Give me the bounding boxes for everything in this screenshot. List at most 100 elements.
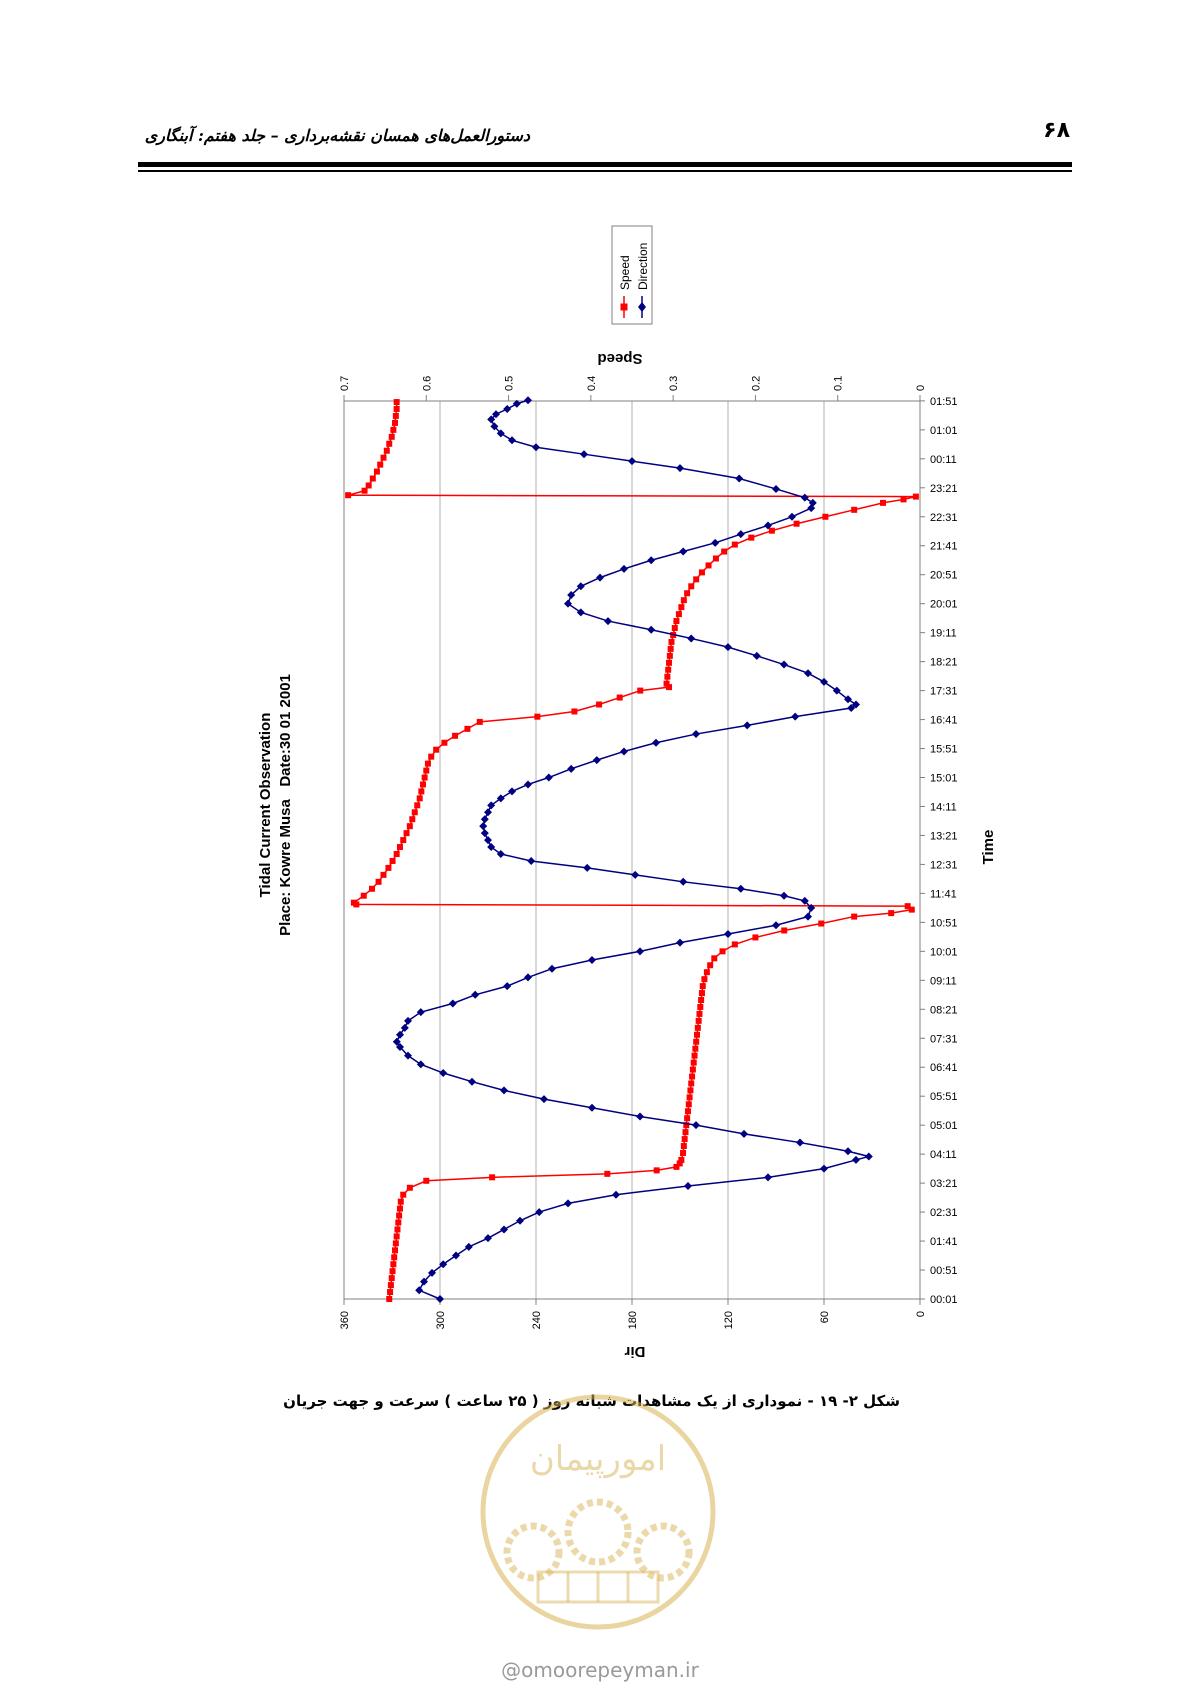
direction-point (436, 1295, 444, 1303)
speed-point (684, 1115, 691, 1122)
speed-point (748, 534, 755, 541)
speed-point (675, 611, 682, 618)
speed-point (476, 718, 483, 725)
time-tick-label: 17:31 (930, 686, 958, 698)
direction-point (464, 1242, 473, 1251)
direction-point (772, 921, 780, 930)
speed-point (703, 969, 710, 976)
direction-point (780, 660, 788, 669)
direction-point (564, 1199, 572, 1208)
speed-point (345, 492, 352, 499)
speed-point (571, 708, 578, 715)
speed-point (380, 454, 387, 461)
speed-point (653, 1167, 660, 1174)
speed-point (393, 399, 400, 406)
header-rule-thin (138, 170, 1072, 172)
direction-point (496, 794, 505, 803)
direction-point (628, 457, 636, 466)
speed-point (701, 976, 708, 983)
speed-point (392, 412, 399, 419)
speed-point (694, 1024, 701, 1031)
dir-tick-label: 240 (531, 1311, 543, 1329)
direction-point (844, 695, 852, 704)
speed-point (380, 871, 387, 878)
time-tick-label: 02:31 (930, 1207, 958, 1219)
speed-tick-label: 0.4 (586, 376, 598, 391)
speed-point (818, 920, 825, 927)
direction-point (772, 484, 780, 493)
direction-point (592, 756, 601, 765)
speed-point (433, 746, 440, 753)
speed-point (666, 652, 673, 659)
speed-point (705, 562, 712, 569)
direction-point (567, 764, 576, 773)
direction-point (800, 896, 809, 905)
speed-point (365, 482, 372, 489)
speed-point (719, 948, 726, 955)
time-tick-label: 04:11 (930, 1149, 957, 1161)
speed-point (721, 548, 728, 555)
speed-tick-label: 0.3 (668, 376, 680, 391)
speed-point (684, 590, 691, 597)
direction-point (676, 938, 684, 947)
speed-point (409, 816, 416, 823)
speed-point (879, 499, 886, 506)
speed-point (687, 1087, 694, 1094)
speed-point (390, 1261, 397, 1268)
speed-point (387, 1289, 394, 1296)
chart-subtitle: Place: Kowre Musa Date:30 01 2001 (277, 674, 294, 936)
dir-tick-label: 300 (435, 1311, 447, 1329)
speed-point (684, 1108, 691, 1115)
speed-point (361, 487, 368, 494)
speed-point (414, 802, 421, 809)
direction-point (647, 625, 656, 634)
running-header-title: دستورالعمل‌های همسان نقشه‌برداری – جلد ه… (144, 126, 530, 145)
direction-point (416, 1008, 425, 1017)
speed-point (390, 426, 397, 433)
direction-point (796, 1138, 804, 1147)
direction-point (439, 1069, 448, 1078)
direction-point (580, 450, 588, 459)
speed-point (360, 892, 367, 899)
direction-point (439, 1260, 448, 1269)
header-rule-thick (138, 162, 1072, 167)
time-tick-label: 20:51 (930, 570, 958, 582)
direction-point (540, 1095, 548, 1104)
direction-point (764, 521, 772, 530)
time-tick-label: 06:41 (930, 1062, 958, 1074)
speed-point (392, 1247, 399, 1254)
direction-point (548, 964, 556, 973)
time-tick-label: 16:41 (930, 715, 958, 727)
direction-point (468, 1077, 476, 1086)
direction-point (864, 1152, 873, 1161)
speed-point (731, 541, 738, 548)
speed-point (683, 1122, 690, 1129)
direction-point (496, 429, 505, 438)
speed-point (666, 659, 673, 666)
direction-point (832, 686, 841, 695)
speed-point (396, 1212, 403, 1219)
direction-point (735, 474, 744, 483)
direction-point (687, 634, 696, 643)
speed-point (403, 830, 410, 837)
speed-point (712, 555, 719, 562)
direction-point (820, 677, 828, 686)
speed-point (416, 795, 423, 802)
time-tick-label: 11:41 (930, 888, 957, 900)
speed-tick-label: 0.5 (504, 376, 516, 391)
dir-tick-label: 120 (723, 1311, 735, 1329)
direction-point (752, 651, 761, 660)
speed-point (400, 1191, 407, 1198)
speed-point (489, 1174, 496, 1181)
dir-tick-label: 0 (915, 1311, 927, 1317)
direction-point (508, 436, 516, 445)
direction-point (804, 912, 812, 921)
direction-point (508, 787, 516, 796)
speed-point (851, 913, 858, 920)
speed-point (452, 732, 459, 739)
time-tick-label: 03:21 (930, 1178, 958, 1190)
direction-point (791, 712, 800, 721)
speed-point (411, 809, 418, 816)
speed-point (368, 885, 375, 892)
